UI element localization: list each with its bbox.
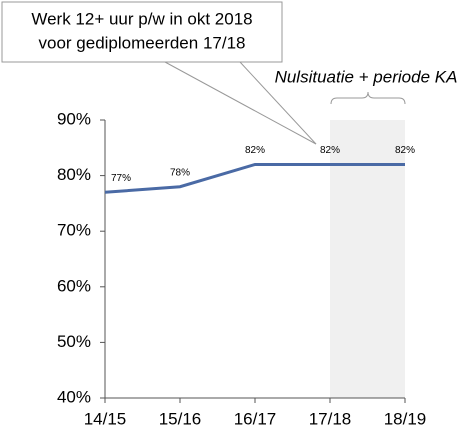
value-label: 82% (395, 145, 415, 156)
y-tick-label: 90% (57, 109, 91, 128)
callout-pointer (164, 61, 317, 145)
x-tick-label: 16/17 (234, 409, 277, 428)
y-tick-label: 70% (57, 221, 91, 240)
period-label: Nulsituatie + periode KA (275, 67, 458, 86)
callout-box (1, 1, 283, 63)
callout-text: Werk 12+ uur p/w in okt 2018 (31, 9, 252, 28)
value-label: 77% (111, 173, 131, 184)
line (104, 162, 405, 194)
period-shade (330, 120, 405, 398)
y-tick-label: 80% (57, 165, 91, 184)
value-label: 82% (320, 145, 340, 156)
y-tick-label: 60% (57, 276, 91, 295)
x-tick-label: 14/15 (84, 409, 127, 428)
x-tick-label: 15/16 (159, 409, 202, 428)
callout-pointer (239, 61, 317, 145)
x-tick-label: 18/19 (384, 409, 427, 428)
value-label: 82% (245, 145, 265, 156)
period-bracket (330, 91, 406, 105)
callout-text: voor gediplomeerden 17/18 (39, 33, 246, 52)
value-label: 78% (170, 167, 190, 178)
y-tick-label: 50% (57, 332, 91, 351)
y-tick-label: 40% (57, 387, 91, 406)
x-tick-label: 17/18 (309, 409, 352, 428)
